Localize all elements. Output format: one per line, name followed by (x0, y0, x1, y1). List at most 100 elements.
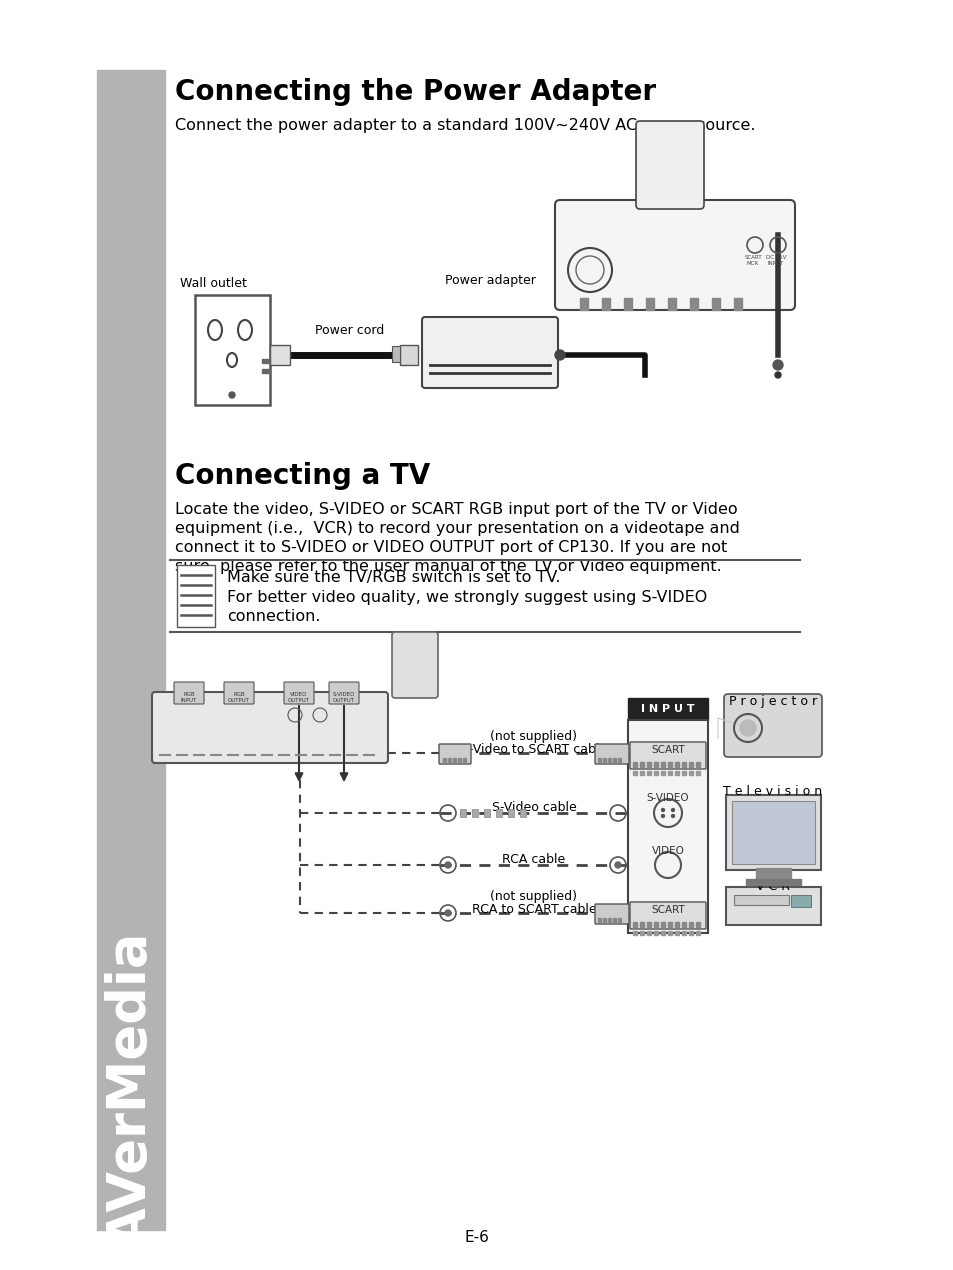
Text: DC 15V
INPUT: DC 15V INPUT (765, 255, 785, 265)
Text: VIDEO: VIDEO (651, 846, 683, 856)
Bar (262, 370, 270, 373)
Text: RGB
OUTPUT: RGB OUTPUT (228, 692, 250, 702)
Bar (688, 922, 692, 927)
Bar (688, 771, 692, 775)
Text: Power cord: Power cord (314, 324, 384, 337)
Text: Connecting the Power Adapter: Connecting the Power Adapter (174, 77, 656, 105)
Text: I N P U T: I N P U T (640, 704, 694, 714)
FancyBboxPatch shape (595, 904, 628, 925)
Bar (97, 70, 165, 1231)
Bar (681, 771, 685, 775)
Bar (507, 809, 514, 817)
Bar (601, 298, 609, 310)
Circle shape (444, 911, 451, 916)
Bar (442, 758, 446, 762)
Bar (627, 720, 707, 933)
Bar (689, 298, 698, 310)
Bar (633, 762, 637, 767)
Bar (607, 918, 610, 922)
Bar (660, 931, 664, 935)
Bar (675, 762, 679, 767)
Bar (725, 795, 821, 870)
Bar (790, 895, 810, 907)
Bar (733, 895, 788, 906)
Bar (731, 801, 814, 864)
FancyBboxPatch shape (629, 742, 705, 770)
Text: connection.: connection. (227, 610, 320, 624)
Bar (660, 771, 664, 775)
Bar (646, 771, 650, 775)
Bar (602, 758, 605, 762)
Bar (681, 762, 685, 767)
Text: For better video quality, we strongly suggest using S-VIDEO: For better video quality, we strongly su… (227, 591, 706, 605)
Circle shape (229, 392, 234, 398)
Bar (688, 762, 692, 767)
Bar (675, 922, 679, 927)
Bar (696, 922, 700, 927)
Bar (681, 922, 685, 927)
Text: (not supplied): (not supplied) (490, 890, 577, 903)
Bar (667, 762, 671, 767)
Text: E-6: E-6 (464, 1231, 489, 1245)
Bar (262, 359, 270, 363)
Text: (not supplied): (not supplied) (490, 730, 577, 743)
Text: S-Video cable: S-Video cable (491, 801, 576, 814)
Text: SCART: SCART (651, 906, 684, 914)
Bar (457, 758, 460, 762)
Bar (667, 931, 671, 935)
Text: SCART: SCART (651, 745, 684, 754)
Bar (633, 771, 637, 775)
Bar (667, 922, 671, 927)
Bar (602, 918, 605, 922)
Bar (598, 758, 600, 762)
Text: AVerMedia: AVerMedia (105, 932, 157, 1248)
Bar (618, 758, 620, 762)
Bar (711, 298, 720, 310)
Bar (639, 931, 643, 935)
Bar (627, 698, 707, 720)
Bar (675, 931, 679, 935)
Bar (654, 931, 658, 935)
Bar (399, 345, 417, 364)
Bar (660, 762, 664, 767)
Circle shape (555, 351, 564, 359)
Bar (496, 809, 501, 817)
FancyBboxPatch shape (438, 744, 471, 765)
FancyBboxPatch shape (392, 632, 437, 699)
Text: Make sure the TV/RGB switch is set to TV.: Make sure the TV/RGB switch is set to TV… (227, 570, 560, 585)
FancyBboxPatch shape (284, 682, 314, 704)
Bar (462, 758, 465, 762)
Bar (448, 758, 451, 762)
Bar (613, 918, 616, 922)
Bar (194, 295, 270, 405)
Bar (639, 762, 643, 767)
Bar (633, 931, 637, 935)
Text: Connect the power adapter to a standard 100V~240V AC power source.: Connect the power adapter to a standard … (174, 118, 755, 133)
Bar (613, 758, 616, 762)
FancyBboxPatch shape (555, 199, 794, 310)
Text: Wall outlet: Wall outlet (180, 277, 247, 290)
Bar (733, 298, 741, 310)
Bar (579, 298, 587, 310)
FancyBboxPatch shape (421, 318, 558, 389)
Circle shape (671, 809, 674, 812)
Bar (646, 762, 650, 767)
Circle shape (671, 814, 674, 818)
Bar (459, 809, 465, 817)
Text: S-VIDEO
OUTPUT: S-VIDEO OUTPUT (333, 692, 355, 702)
Bar (623, 298, 631, 310)
Bar (177, 565, 214, 627)
Bar (654, 771, 658, 775)
Bar (681, 931, 685, 935)
Text: Connecting a TV: Connecting a TV (174, 462, 430, 490)
Circle shape (615, 862, 620, 867)
Bar (453, 758, 456, 762)
Bar (519, 809, 525, 817)
Bar (696, 762, 700, 767)
FancyBboxPatch shape (723, 693, 821, 757)
Bar (667, 298, 676, 310)
Text: RGB
INPUT: RGB INPUT (181, 692, 197, 702)
Text: RCA to SCART cable: RCA to SCART cable (471, 903, 596, 916)
FancyBboxPatch shape (629, 902, 705, 928)
Bar (654, 922, 658, 927)
